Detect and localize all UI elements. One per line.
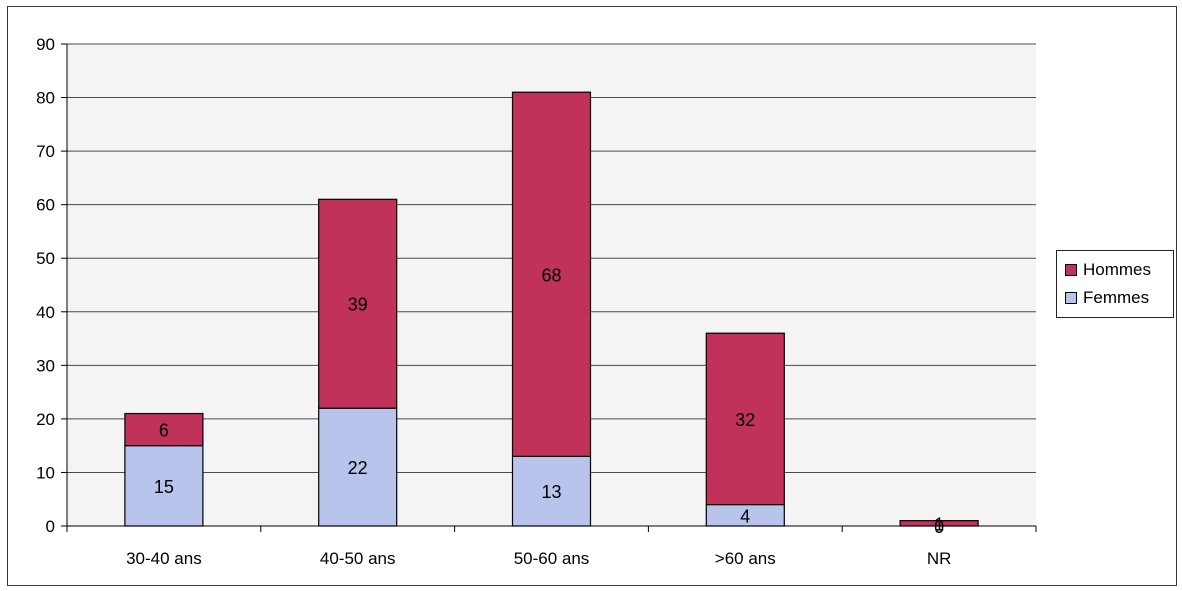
y-tick-label: 20 <box>36 410 55 429</box>
y-tick-label: 80 <box>36 89 55 108</box>
y-tick-label: 10 <box>36 463 55 482</box>
x-tick-label: >60 ans <box>715 549 776 568</box>
data-label-femmes: 13 <box>541 482 561 502</box>
y-tick-label: 50 <box>36 249 55 268</box>
legend-label-femmes: Femmes <box>1083 288 1150 307</box>
legend-item-femmes: Femmes <box>1065 287 1149 309</box>
data-label-hommes: 1 <box>934 514 944 534</box>
y-tick-label: 60 <box>36 196 55 215</box>
legend-swatch-hommes <box>1065 264 1077 276</box>
data-label-hommes: 32 <box>735 410 755 430</box>
legend-item-hommes: Hommes <box>1065 259 1151 281</box>
x-tick-label: 50-60 ans <box>514 549 590 568</box>
y-tick-label: 30 <box>36 356 55 375</box>
bars <box>124 91 979 527</box>
data-label-femmes: 22 <box>348 458 368 478</box>
bar-hommes <box>124 412 204 447</box>
legend-swatch-femmes <box>1065 292 1077 304</box>
x-tick-label: 30-40 ans <box>126 549 202 568</box>
y-tick-label: 40 <box>36 303 55 322</box>
x-tick-label: 40-50 ans <box>320 549 396 568</box>
y-axis-ticks: 0 10 20 30 40 50 60 70 80 90 <box>36 35 67 536</box>
data-label-hommes: 6 <box>159 421 169 441</box>
axes <box>66 44 1036 527</box>
y-tick-label: 90 <box>36 35 55 54</box>
data-label-hommes: 39 <box>348 295 368 315</box>
legend: Hommes Femmes <box>1056 250 1174 318</box>
x-axis-ticks: 30-40 ans 40-50 ans 50-60 ans >60 ans NR <box>66 526 1037 568</box>
y-tick-label: 0 <box>46 517 55 536</box>
y-tick-label: 70 <box>36 142 55 161</box>
data-label-femmes: 15 <box>154 477 174 497</box>
bar-hommes <box>511 91 592 457</box>
data-label-femmes: 4 <box>740 506 750 526</box>
legend-label-hommes: Hommes <box>1083 260 1152 279</box>
data-label-hommes: 68 <box>541 265 561 285</box>
bar-hommes <box>705 332 785 506</box>
bar-hommes <box>318 198 398 409</box>
data-labels: 15 6 22 39 13 68 4 32 01 <box>154 265 944 537</box>
data-label-femmes: 0 <box>934 517 944 537</box>
x-tick-label: NR <box>927 549 952 568</box>
